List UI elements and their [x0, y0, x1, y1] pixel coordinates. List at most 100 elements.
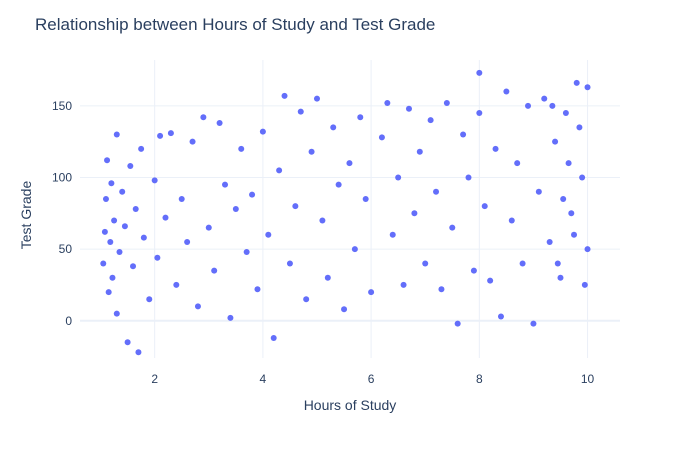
y-tick-label: 100	[52, 170, 72, 184]
data-point	[286, 260, 293, 267]
data-point	[232, 206, 239, 212]
data-point	[292, 203, 299, 210]
data-point	[238, 145, 245, 152]
data-point	[378, 134, 385, 141]
data-point	[476, 69, 483, 76]
data-point	[576, 124, 583, 131]
data-point	[107, 238, 114, 245]
data-point	[487, 277, 494, 284]
data-point	[389, 231, 396, 238]
data-point	[341, 306, 348, 313]
data-point	[400, 281, 407, 288]
data-point	[178, 195, 185, 202]
data-point	[346, 160, 353, 167]
data-point	[297, 108, 304, 115]
data-point	[102, 195, 109, 202]
data-point	[281, 92, 288, 99]
data-point	[146, 296, 153, 303]
data-point	[535, 188, 542, 195]
data-point	[368, 289, 375, 296]
grid-layer	[80, 60, 620, 358]
data-point	[557, 274, 564, 281]
data-point	[438, 286, 445, 293]
data-point	[130, 263, 137, 270]
data-point	[460, 131, 467, 138]
data-point	[254, 286, 261, 293]
data-point	[189, 138, 196, 145]
data-point	[227, 314, 234, 321]
data-point	[222, 181, 229, 188]
data-point	[519, 260, 526, 267]
data-point	[549, 102, 556, 109]
data-point	[584, 246, 591, 253]
data-point	[481, 203, 488, 210]
data-point	[200, 114, 207, 121]
data-point	[303, 296, 310, 303]
data-point	[546, 238, 553, 245]
data-point	[113, 131, 120, 138]
data-point	[530, 320, 537, 327]
data-point	[211, 267, 218, 274]
data-point	[573, 79, 580, 86]
data-point	[154, 254, 161, 261]
data-point	[579, 174, 586, 181]
data-point	[276, 167, 283, 174]
data-point	[140, 234, 147, 241]
data-point	[552, 138, 559, 145]
data-point	[313, 95, 320, 102]
data-point	[324, 274, 331, 281]
data-point	[581, 281, 588, 288]
data-point	[525, 102, 532, 109]
data-point	[194, 303, 201, 310]
data-point	[216, 120, 223, 127]
chart-title: Relationship between Hours of Study and …	[35, 15, 435, 34]
data-point	[132, 206, 139, 212]
data-point	[104, 157, 111, 164]
x-tick-label: 8	[476, 372, 483, 386]
x-tick-label: 4	[260, 372, 267, 386]
data-point	[124, 339, 131, 346]
data-point	[497, 313, 504, 320]
data-point	[470, 267, 477, 274]
data-point	[335, 181, 342, 188]
data-point	[541, 95, 548, 102]
data-point	[514, 160, 521, 167]
data-point	[427, 117, 434, 124]
data-point	[508, 217, 515, 224]
y-axis-title: Test Grade	[18, 181, 34, 250]
data-point	[138, 145, 145, 152]
data-point	[205, 224, 212, 231]
data-point	[101, 228, 108, 235]
x-axis-title: Hours of Study	[304, 397, 397, 413]
data-point	[109, 274, 116, 281]
data-point	[411, 210, 418, 217]
data-point	[259, 128, 266, 135]
data-point	[319, 217, 326, 224]
data-point	[465, 174, 472, 181]
data-point	[492, 145, 499, 152]
y-tick-label: 150	[52, 99, 72, 113]
data-point	[562, 110, 569, 117]
data-point	[249, 191, 256, 198]
data-point	[243, 248, 250, 255]
data-point	[100, 260, 107, 267]
data-point	[433, 188, 440, 195]
data-point	[135, 349, 142, 356]
data-point	[270, 334, 277, 341]
data-point	[119, 188, 126, 195]
data-point	[330, 124, 337, 131]
data-point	[568, 210, 575, 217]
data-point	[384, 99, 391, 106]
x-tick-label: 6	[368, 372, 375, 386]
y-tick-label: 50	[59, 242, 73, 256]
data-point	[127, 163, 134, 170]
data-point	[416, 148, 423, 155]
data-point	[405, 105, 412, 112]
data-point	[443, 99, 450, 106]
data-point	[571, 231, 578, 238]
data-point	[265, 231, 272, 238]
x-tick-label: 10	[581, 372, 595, 386]
